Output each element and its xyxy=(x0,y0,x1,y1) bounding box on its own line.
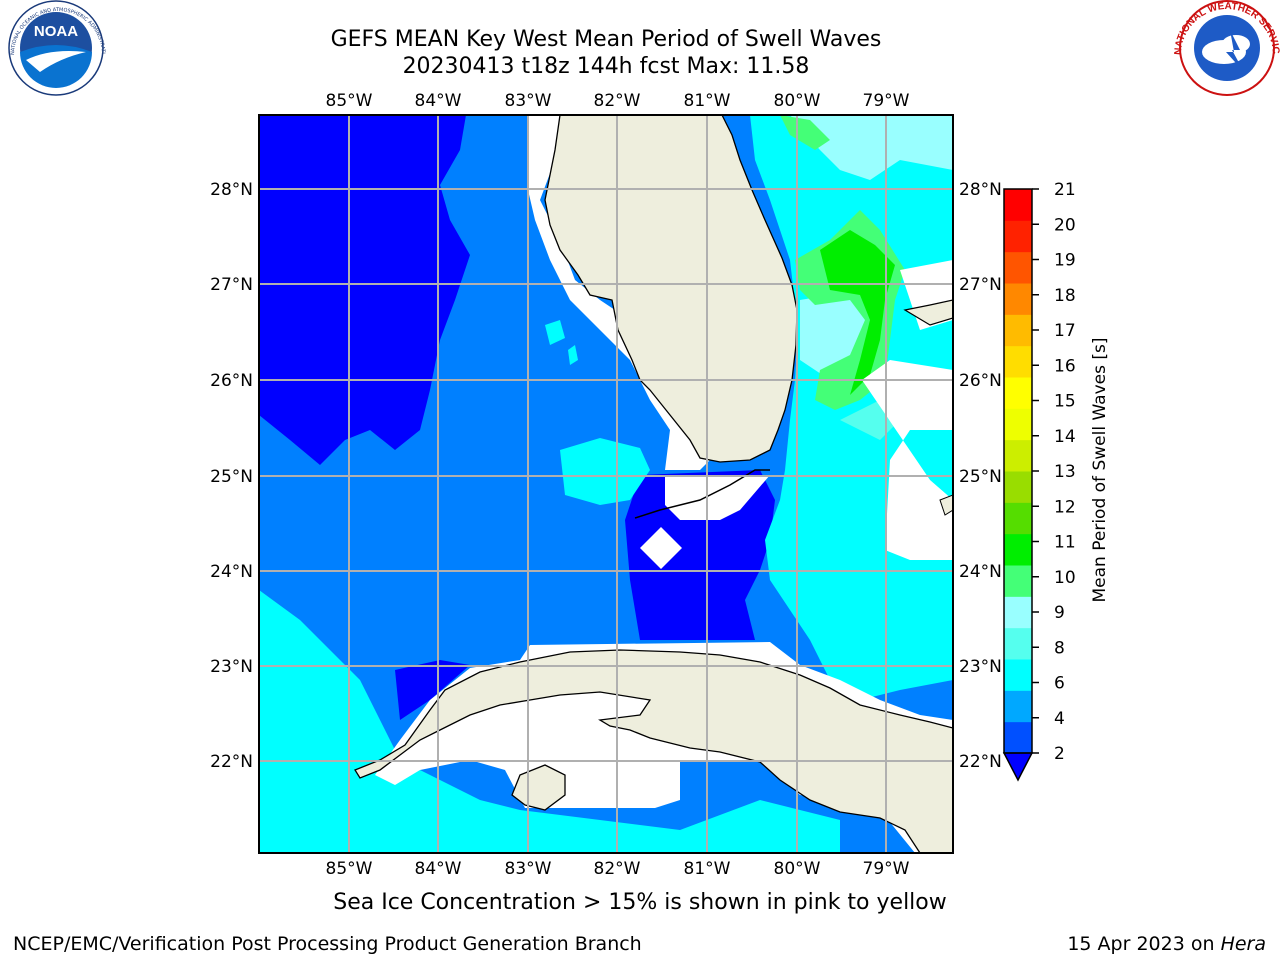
colorbar-tick-label: 10 xyxy=(1054,568,1076,588)
lat-labels-left: 28°N 27°N 26°N 25°N 24°N 23°N 22°N xyxy=(210,180,253,772)
colorbar-tick-label: 2 xyxy=(1054,744,1065,764)
footer-branch: NCEP/EMC/Verification Post Processing Pr… xyxy=(13,933,642,955)
lon-label: 84°W xyxy=(415,859,462,879)
lon-label: 81°W xyxy=(684,859,731,879)
lat-label: 25°N xyxy=(210,467,253,487)
lon-label: 80°W xyxy=(774,91,821,111)
colorbar-tick-label: 4 xyxy=(1054,709,1065,729)
colorbar-tick-label: 20 xyxy=(1054,215,1076,235)
lat-label: 28°N xyxy=(959,180,1002,200)
lat-label: 27°N xyxy=(959,275,1002,295)
colorbar-tick-label: 6 xyxy=(1054,674,1065,694)
colorbar-tick-label: 13 xyxy=(1054,462,1076,482)
lon-label: 83°W xyxy=(505,859,552,879)
lat-label: 24°N xyxy=(210,562,253,582)
colorbar-segment xyxy=(1004,439,1032,472)
lon-label: 79°W xyxy=(863,91,910,111)
gridlines xyxy=(259,115,953,853)
lon-label: 80°W xyxy=(774,859,821,879)
svg-text:NATIONAL WEATHER SERVICE: NATIONAL WEATHER SERVICE xyxy=(0,0,1280,55)
lon-label: 82°W xyxy=(594,859,641,879)
footer-date: 15 Apr 2023 on Hera xyxy=(1067,933,1266,955)
colorbar-tick-label: 15 xyxy=(1054,392,1076,412)
colorbar-segment xyxy=(1004,251,1032,284)
colorbar-segment xyxy=(1004,471,1032,503)
lon-label: 85°W xyxy=(326,859,373,879)
land-bahamas xyxy=(903,299,953,326)
colorbar-segment xyxy=(1004,533,1032,566)
ocean-deep-nw xyxy=(259,115,470,465)
colorbar-segment xyxy=(1004,314,1032,347)
lat-label: 27°N xyxy=(210,275,253,295)
colorbar-segment xyxy=(1004,283,1032,315)
colorbar-segment xyxy=(1004,189,1032,221)
colorbar-segment xyxy=(1004,345,1032,378)
colorbar-segment xyxy=(1004,596,1032,629)
colorbar-tick-label: 16 xyxy=(1054,356,1076,376)
colorbar-segment xyxy=(1004,220,1032,253)
nws-logo: NATIONAL WEATHER SERVICE xyxy=(0,0,1280,96)
lat-label: 24°N xyxy=(959,562,1002,582)
lat-label: 23°N xyxy=(959,657,1002,677)
lon-label: 83°W xyxy=(505,91,552,111)
colorbar-tick-label: 14 xyxy=(1054,427,1076,447)
noaa-logo: NOAA NATIONAL OCEANIC AND ATMOSPHERIC AD… xyxy=(0,0,106,96)
map-field xyxy=(259,115,953,853)
chart-subtitle: 20230413 t18z 144h fcst Max: 11.58 xyxy=(402,54,810,79)
colorbar-segment xyxy=(1004,721,1032,754)
lat-label: 22°N xyxy=(210,752,253,772)
lon-label: 84°W xyxy=(415,91,462,111)
lat-label: 28°N xyxy=(210,180,253,200)
lon-label: 79°W xyxy=(863,859,910,879)
colorbar-tick-label: 19 xyxy=(1054,251,1076,271)
lon-label: 82°W xyxy=(594,91,641,111)
colorbar-label: Mean Period of Swell Waves [s] xyxy=(1090,338,1110,603)
sea-ice-note: Sea Ice Concentration > 15% is shown in … xyxy=(333,890,947,915)
colorbar-segment xyxy=(1004,377,1032,409)
colorbar-tick-label: 18 xyxy=(1054,286,1076,306)
colorbar-segment xyxy=(1004,408,1032,441)
lat-label: 22°N xyxy=(959,752,1002,772)
colorbar-segment xyxy=(1004,565,1032,597)
lat-label: 23°N xyxy=(210,657,253,677)
colorbar-tick-label: 11 xyxy=(1054,533,1076,553)
land-cuba xyxy=(354,649,953,853)
ocean-light-south xyxy=(259,590,840,853)
lon-labels-top: 85°W 84°W 83°W 82°W 81°W 80°W 79°W xyxy=(326,91,910,111)
colorbar-segment xyxy=(1004,502,1032,535)
colorbar-tick-label: 8 xyxy=(1054,638,1065,658)
colorbar-under-arrow xyxy=(1002,752,1034,782)
colorbar: 21 20 19 18 17 16 15 14 13 12 11 10 9 8 6 4 2 xyxy=(1002,180,1076,782)
land-florida xyxy=(544,115,798,463)
ocean-deep-straits xyxy=(625,470,775,640)
lon-label: 81°W xyxy=(684,91,731,111)
map-frame xyxy=(258,114,954,854)
colorbar-tick-label: 17 xyxy=(1054,321,1076,341)
lon-label: 85°W xyxy=(326,91,373,111)
lat-labels-right: 28°N 27°N 26°N 25°N 24°N 23°N 22°N xyxy=(959,180,1002,772)
chart-title: GEFS MEAN Key West Mean Period of Swell … xyxy=(330,27,882,52)
colorbar-segment xyxy=(1004,627,1032,660)
land-isla-juventud xyxy=(511,764,566,811)
colorbar-tick-label: 9 xyxy=(1054,603,1065,623)
colorbar-segment xyxy=(1004,690,1032,723)
lat-label: 26°N xyxy=(959,371,1002,391)
footer-date-text: 15 Apr 2023 on xyxy=(1067,933,1221,955)
colorbar-segment xyxy=(1004,659,1032,691)
colorbar-tick-label: 12 xyxy=(1054,497,1076,517)
noaa-logo-text: NOAA xyxy=(34,23,78,40)
lat-label: 26°N xyxy=(210,371,253,391)
footer-machine: Hera xyxy=(1220,933,1266,955)
florida-keys xyxy=(634,469,770,519)
colorbar-tick-label: 21 xyxy=(1054,180,1076,200)
lat-label: 25°N xyxy=(959,467,1002,487)
lon-labels-bottom: 85°W 84°W 83°W 82°W 81°W 80°W 79°W xyxy=(326,859,910,879)
